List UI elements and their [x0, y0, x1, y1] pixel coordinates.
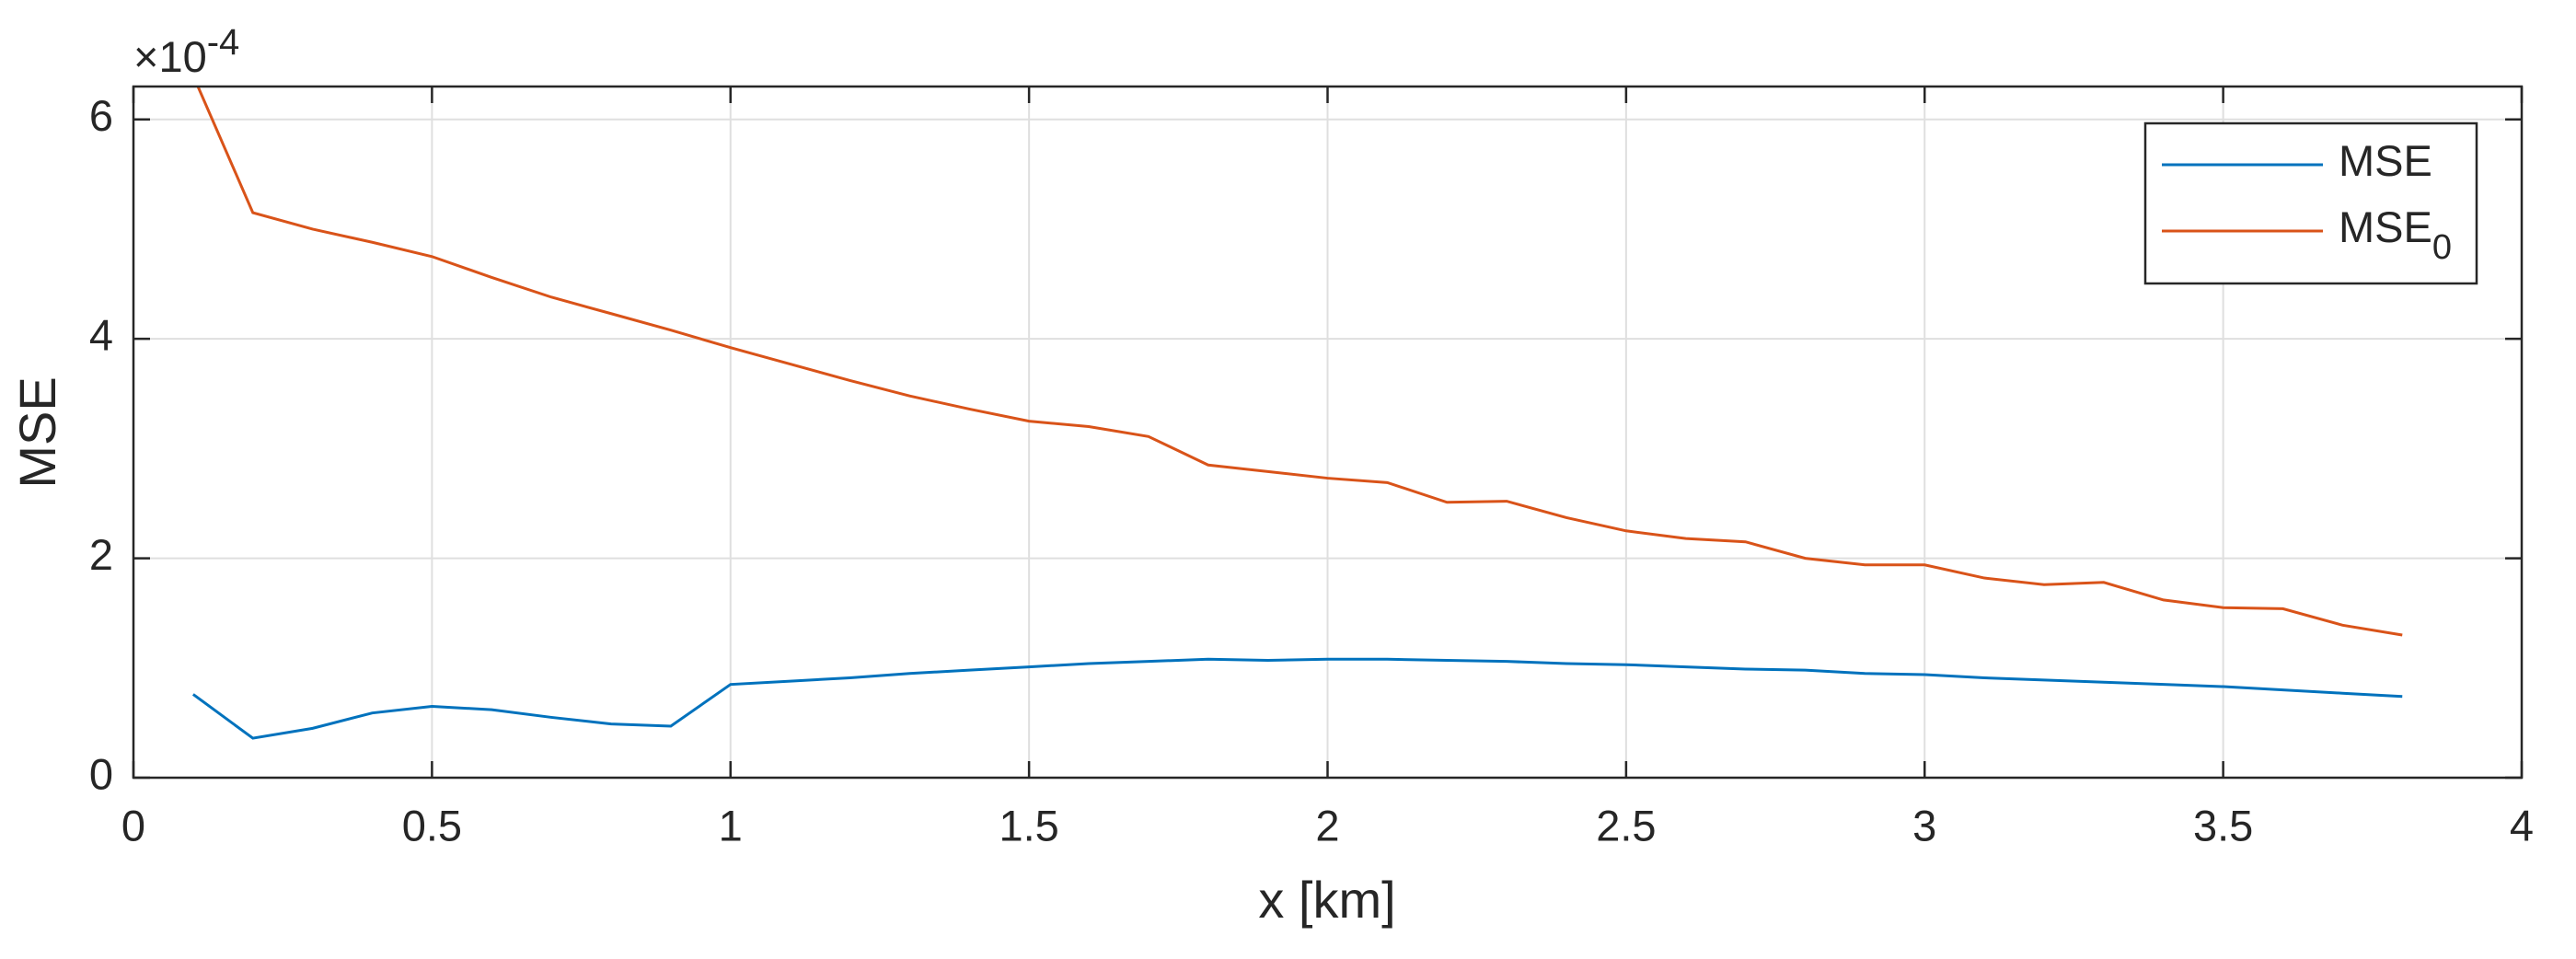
x-tick-label: 0	[121, 801, 145, 849]
y-tick-label: 2	[89, 530, 113, 579]
y-multiplier: ×10-4	[133, 22, 239, 82]
lines	[191, 87, 2403, 740]
multiplier-exponent: -4	[207, 22, 240, 63]
y-tick-label: 4	[89, 311, 113, 360]
legend-box	[2143, 121, 2478, 285]
y-tick-label: 6	[89, 91, 113, 140]
x-tick-label: 3.5	[2193, 801, 2253, 849]
x-tick-label: 0.5	[402, 801, 462, 849]
series-line	[196, 87, 2403, 637]
x-tick-label: 3	[1912, 801, 1936, 849]
ticks: 0 0.5 1 1.5 2 2.5 3 3.5 4 0 2 4 6	[89, 87, 2534, 849]
x-tick-label: 4	[2510, 801, 2534, 849]
x-tick-label: 2.5	[1596, 801, 1656, 849]
x-tick-label: 1.5	[999, 801, 1058, 849]
x-tick-label: 2	[1315, 801, 1339, 849]
series-line	[191, 657, 2403, 740]
legend-name: MSE	[2339, 202, 2432, 251]
multiplier-base: ×10	[133, 32, 207, 81]
legend-label: MSE	[2339, 136, 2432, 185]
legend-name: MSE	[2339, 136, 2432, 185]
x-axis-label: x [km]	[1258, 871, 1395, 929]
x-tick-label: 1	[719, 801, 743, 849]
legend-label: MSE0	[2339, 202, 2452, 267]
y-tick-label: 0	[89, 749, 113, 798]
y-axis-label: MSE	[8, 376, 66, 488]
legend-subscript: 0	[2432, 228, 2452, 267]
